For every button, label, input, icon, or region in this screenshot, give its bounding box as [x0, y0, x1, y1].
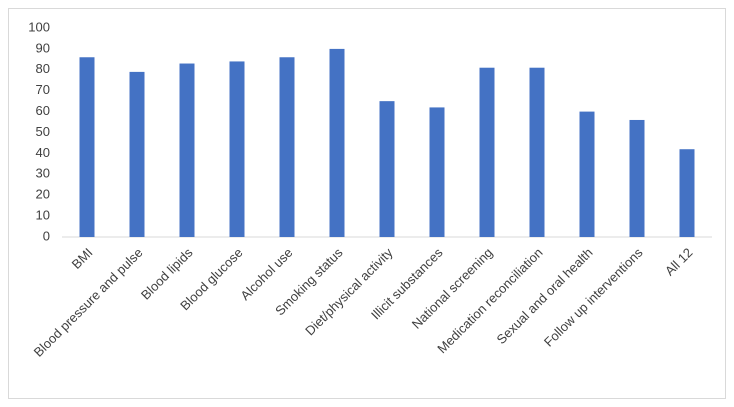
- y-tick-label: 50: [36, 124, 50, 139]
- y-tick-label: 60: [36, 103, 50, 118]
- bar: [679, 149, 695, 237]
- y-tick-label: 100: [28, 19, 50, 34]
- bar: [329, 48, 345, 238]
- y-tick-label: 0: [43, 228, 50, 243]
- bar: [279, 57, 295, 238]
- bar: [529, 67, 545, 238]
- bar: [179, 63, 195, 237]
- bar: [629, 119, 645, 237]
- bar: [379, 101, 395, 238]
- bar: [79, 57, 95, 238]
- bar: [129, 71, 145, 237]
- chart-border: [8, 8, 726, 399]
- bar: [229, 61, 245, 237]
- bar: [479, 67, 495, 238]
- y-tick-label: 40: [36, 145, 50, 160]
- y-tick-label: 70: [36, 82, 50, 97]
- y-tick-label: 30: [36, 166, 50, 181]
- y-tick-label: 20: [36, 187, 50, 202]
- bar: [429, 107, 445, 237]
- y-tick-label: 10: [36, 208, 50, 223]
- bar: [579, 111, 595, 237]
- y-tick-label: 80: [36, 61, 50, 76]
- y-tick-label: 90: [36, 40, 50, 55]
